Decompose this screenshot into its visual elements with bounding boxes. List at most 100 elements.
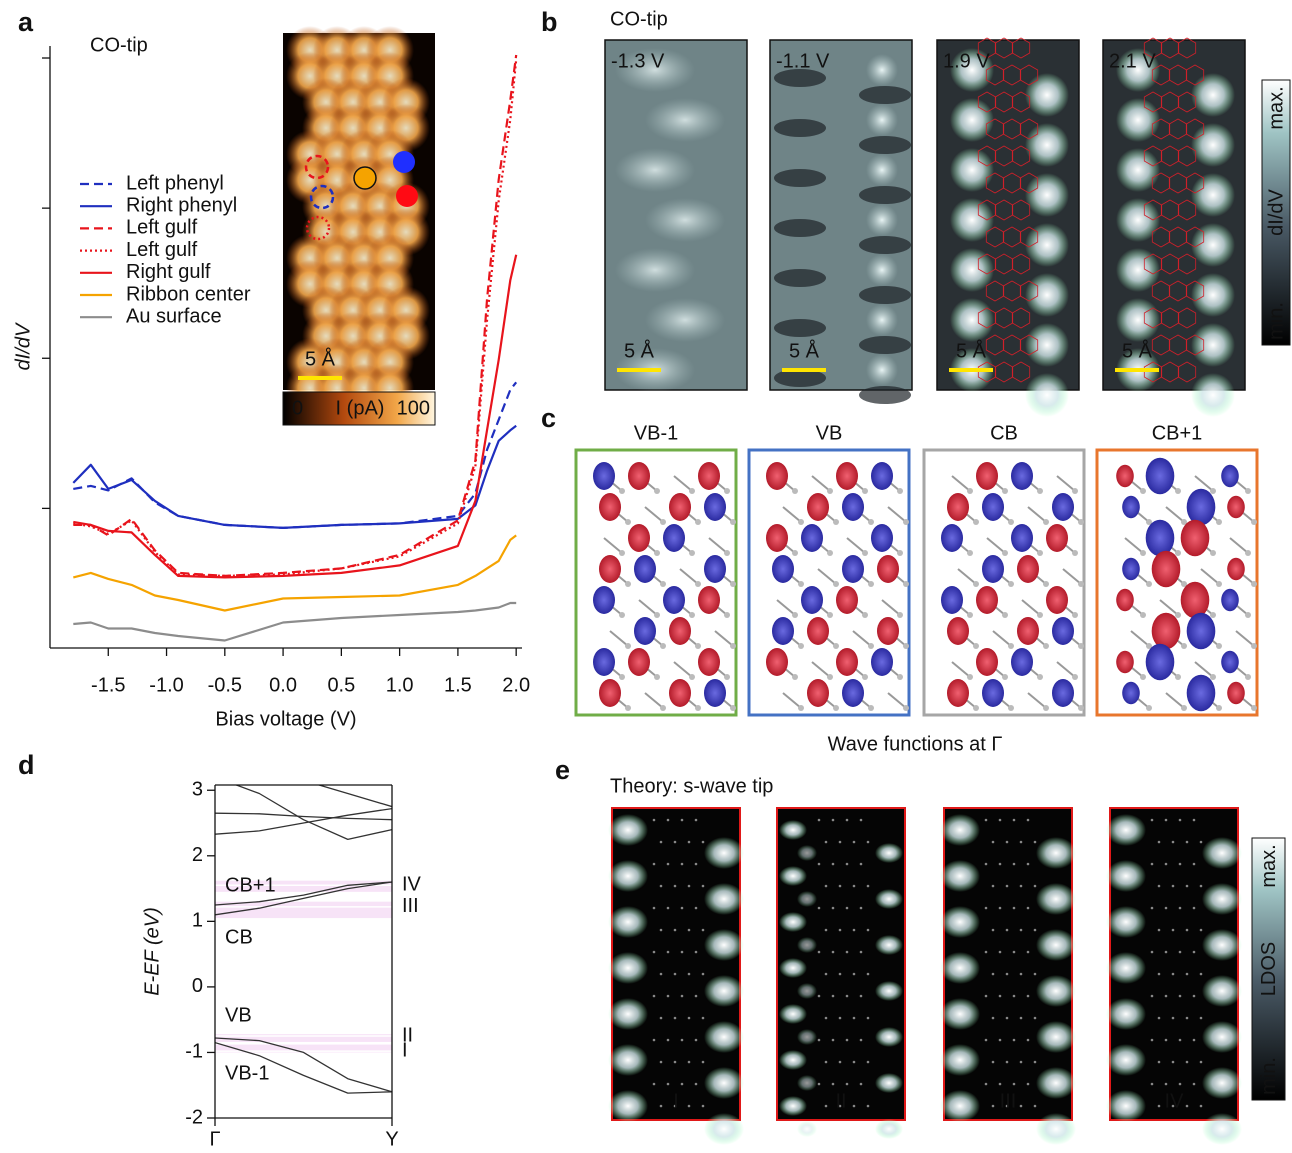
map-blob bbox=[645, 198, 725, 242]
atom-dot bbox=[985, 819, 988, 822]
ldos-blob bbox=[940, 998, 980, 1030]
orbital-lobe bbox=[1116, 589, 1134, 611]
ldos-blob bbox=[1036, 1067, 1076, 1099]
atom bbox=[862, 612, 868, 618]
atom bbox=[1037, 612, 1043, 618]
atom-dot bbox=[1006, 1017, 1009, 1020]
orbital-lobe bbox=[807, 617, 829, 645]
atom-dot bbox=[846, 863, 849, 866]
atom bbox=[1008, 519, 1014, 525]
orbital-lobe bbox=[599, 555, 621, 583]
atom bbox=[1043, 705, 1049, 711]
orbital-lobe bbox=[628, 462, 650, 490]
map-blob bbox=[1191, 73, 1235, 117]
atom bbox=[897, 612, 903, 618]
orbital-lobe bbox=[704, 493, 726, 521]
atom bbox=[903, 705, 909, 711]
orbital-lobe bbox=[982, 679, 1004, 707]
map-blob bbox=[774, 219, 826, 237]
atom-dot bbox=[653, 995, 656, 998]
atom-dot bbox=[846, 1039, 849, 1042]
atom bbox=[833, 705, 839, 711]
atom-dot bbox=[860, 1083, 863, 1086]
atom-dot bbox=[1165, 1039, 1168, 1042]
atom-dot bbox=[1006, 1061, 1009, 1064]
atom bbox=[792, 550, 798, 556]
atom-dot bbox=[1151, 863, 1154, 866]
atom bbox=[798, 519, 804, 525]
atom-dot bbox=[1020, 1061, 1023, 1064]
atom-dot bbox=[867, 1061, 870, 1064]
atom bbox=[1181, 705, 1187, 711]
atom bbox=[1210, 550, 1216, 556]
atom-dot bbox=[1006, 929, 1009, 932]
atom bbox=[1043, 581, 1049, 587]
atom bbox=[1175, 488, 1181, 494]
ldos-blob bbox=[704, 837, 744, 869]
orbital-lobe bbox=[807, 493, 829, 521]
orbital-lobe bbox=[1221, 589, 1239, 611]
atom-dot bbox=[1172, 841, 1175, 844]
atom-dot bbox=[999, 819, 1002, 822]
atom-dot bbox=[1027, 819, 1030, 822]
atom-dot bbox=[674, 1061, 677, 1064]
legend-label: Ribbon center bbox=[126, 283, 251, 305]
map-blob bbox=[774, 119, 826, 137]
ldos-blob bbox=[875, 1119, 903, 1139]
atom-dot bbox=[1186, 1061, 1189, 1064]
orbital-lobe bbox=[1221, 651, 1239, 673]
atom-dot bbox=[1186, 841, 1189, 844]
atom-dot bbox=[702, 973, 705, 976]
map-blob bbox=[1025, 373, 1069, 417]
atom-dot bbox=[695, 863, 698, 866]
atom bbox=[973, 581, 979, 587]
atom bbox=[973, 643, 979, 649]
map-blob bbox=[615, 148, 695, 192]
atom bbox=[1002, 612, 1008, 618]
atom-dot bbox=[1200, 1061, 1203, 1064]
y-axis-label: E-EF (eV) bbox=[141, 907, 163, 996]
atom bbox=[1210, 612, 1216, 618]
ldos-blob bbox=[608, 814, 648, 846]
map-blob bbox=[774, 319, 826, 337]
atom-dot bbox=[702, 841, 705, 844]
ldos-blob bbox=[1106, 814, 1146, 846]
orbital-lobe bbox=[698, 648, 720, 676]
atom-dot bbox=[667, 819, 670, 822]
orbital-lobe bbox=[982, 493, 1004, 521]
atom bbox=[1002, 488, 1008, 494]
atom bbox=[798, 643, 804, 649]
atom-dot bbox=[860, 863, 863, 866]
atom bbox=[1072, 488, 1078, 494]
atom bbox=[654, 488, 660, 494]
atom bbox=[1210, 488, 1216, 494]
atom-dot bbox=[818, 819, 821, 822]
atom-dot bbox=[818, 1039, 821, 1042]
atom bbox=[619, 550, 625, 556]
atom-dot bbox=[1179, 995, 1182, 998]
atom-dot bbox=[681, 863, 684, 866]
atom-dot bbox=[695, 951, 698, 954]
atom-dot bbox=[839, 885, 842, 888]
map-blob bbox=[866, 104, 898, 136]
atom-dot bbox=[839, 1017, 842, 1020]
atom bbox=[897, 550, 903, 556]
atom-dot bbox=[825, 1061, 828, 1064]
atom bbox=[862, 674, 868, 680]
ldos-blob bbox=[797, 983, 817, 999]
atom-dot bbox=[1151, 951, 1154, 954]
atom-dot bbox=[860, 907, 863, 910]
orbital-lobe bbox=[976, 648, 998, 676]
orbital-lobe bbox=[1227, 496, 1245, 518]
atom-dot bbox=[846, 907, 849, 910]
atom bbox=[1245, 550, 1251, 556]
legend-label: Right gulf bbox=[126, 261, 211, 283]
orbital-lobe bbox=[947, 617, 969, 645]
orbital-lobe bbox=[1227, 558, 1245, 580]
atom-dot bbox=[985, 907, 988, 910]
atom bbox=[730, 519, 736, 525]
atom-dot bbox=[1158, 1105, 1161, 1108]
orbital-lobe bbox=[1146, 458, 1175, 494]
atom-dot bbox=[1193, 1039, 1196, 1042]
legend-label: Left gulf bbox=[126, 217, 198, 239]
